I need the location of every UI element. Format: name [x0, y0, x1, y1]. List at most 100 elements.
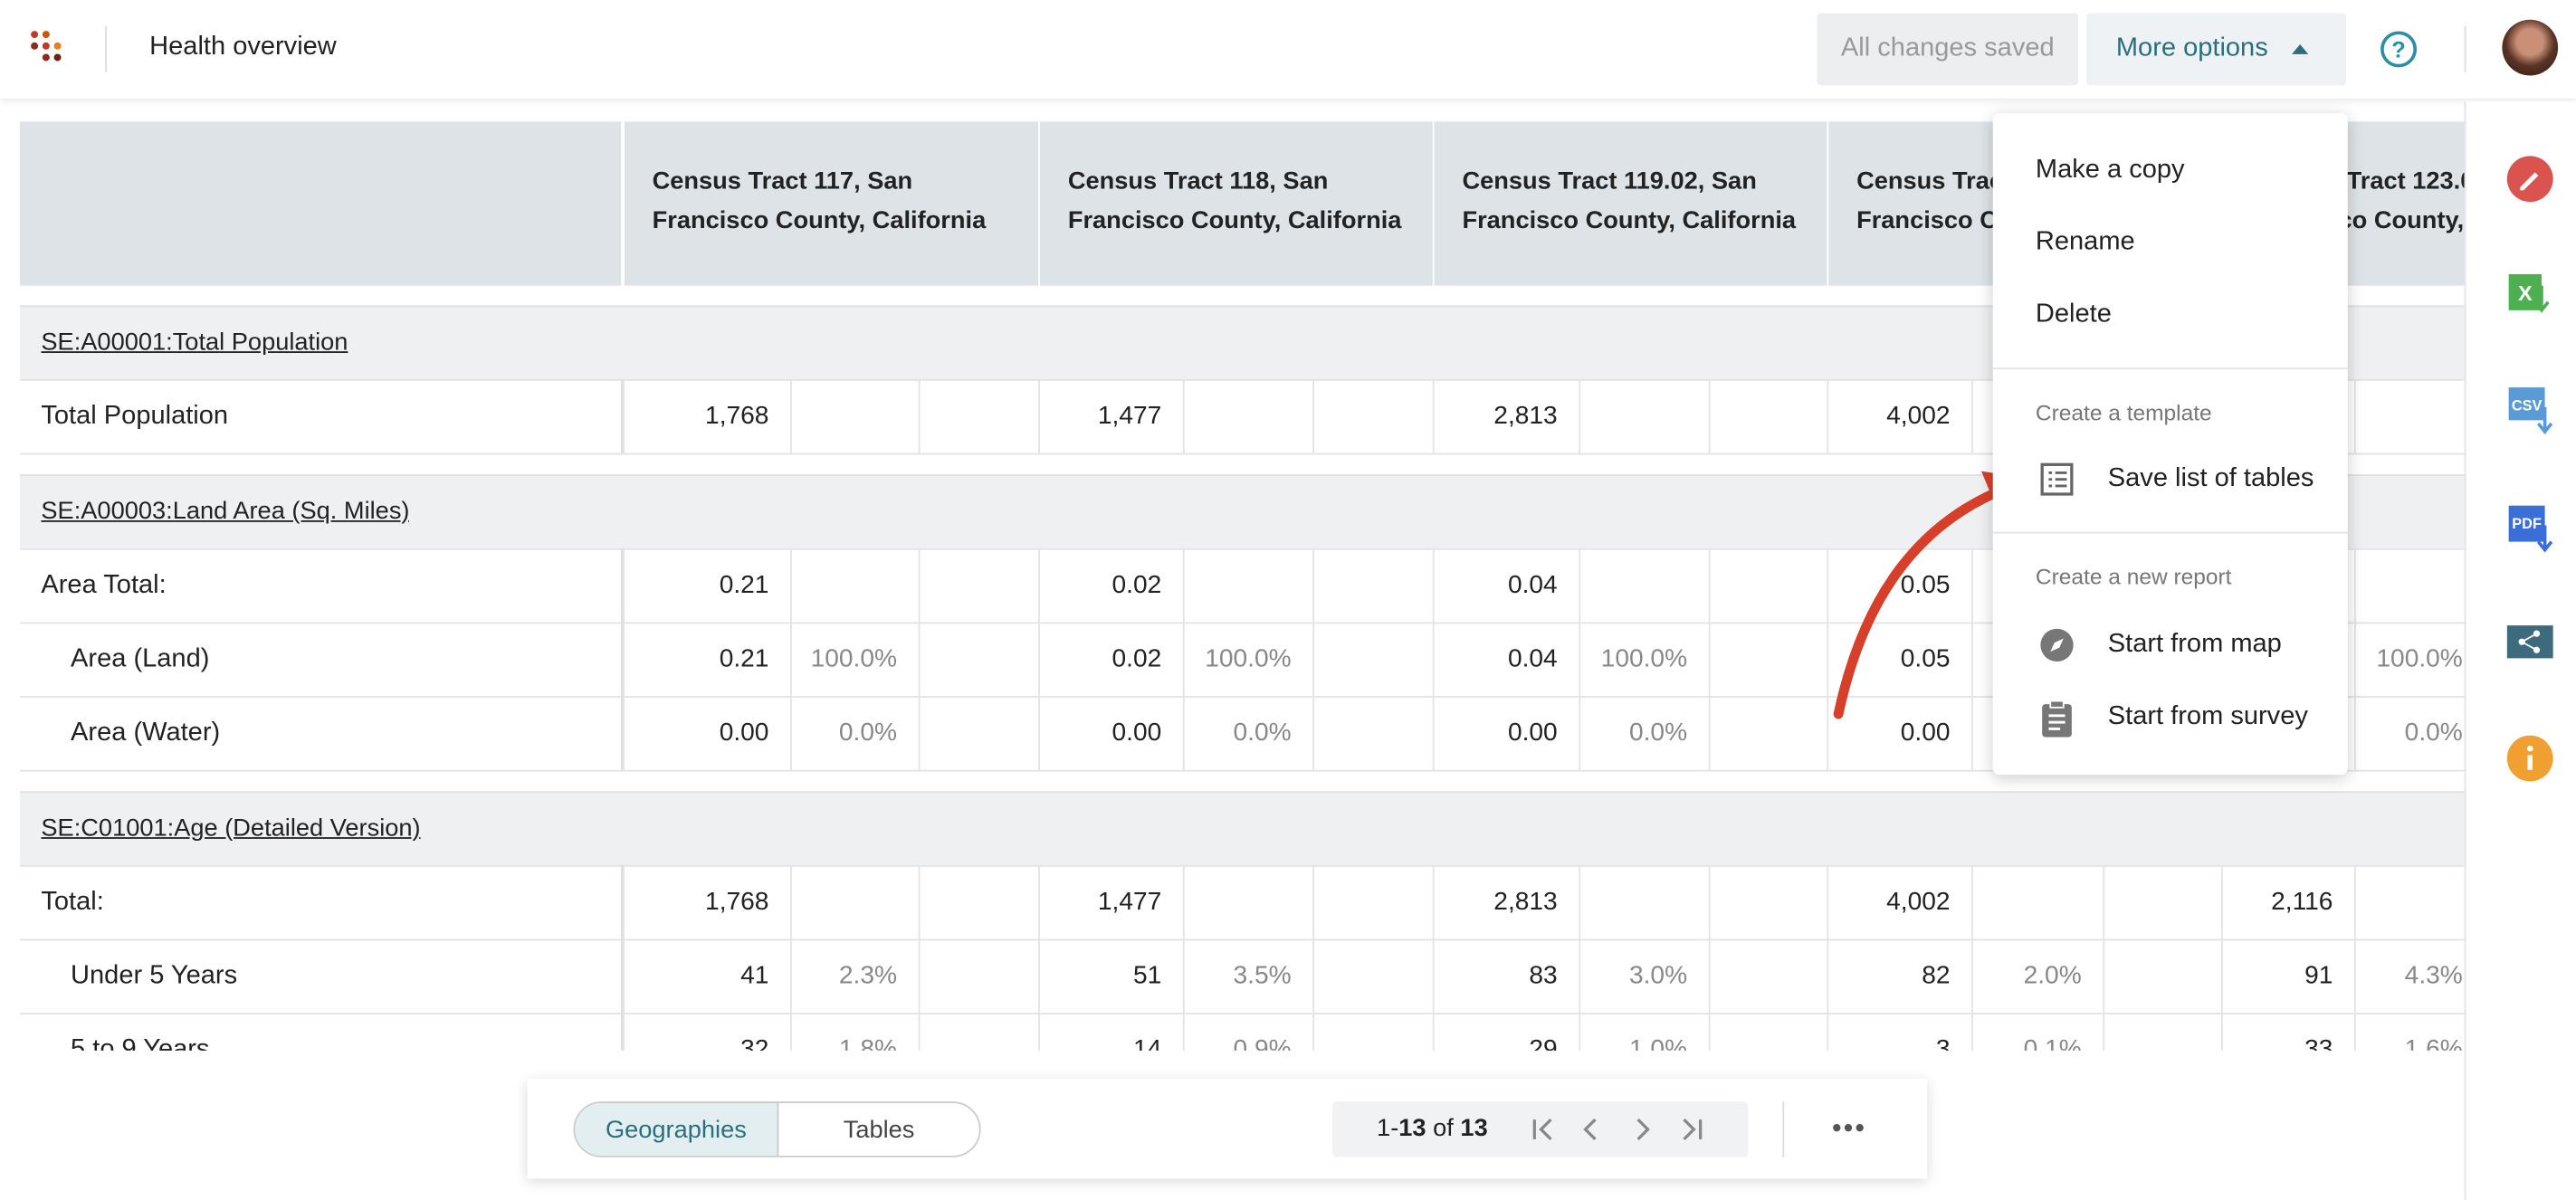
menu-heading: Create a template — [2035, 400, 2212, 425]
svg-text:X: X — [2518, 281, 2533, 305]
divider — [1182, 1013, 1185, 1051]
footer-bar: Geographies Tables 1-13 of 13 — [527, 1078, 1928, 1179]
menu-item[interactable]: Make a copy — [2035, 156, 2185, 185]
caret-up — [2291, 43, 2308, 54]
cell-value: 0.05 — [1900, 570, 1951, 599]
cell-value: 4,002 — [1886, 887, 1951, 916]
pdf-icon[interactable]: PDF — [2505, 502, 2558, 555]
edit-icon[interactable] — [2505, 155, 2554, 204]
divider — [1827, 622, 1829, 697]
clipboard-icon — [2042, 700, 2072, 738]
row-label: Area (Land) — [71, 643, 210, 672]
section-title: SE:C01001:Age (Detailed Version) — [41, 814, 421, 843]
divider — [1432, 696, 1435, 770]
divider — [1312, 938, 1315, 1014]
cell-percent: 0.0% — [2404, 718, 2463, 747]
page-range: 1-13 of 13 — [1377, 1115, 1488, 1143]
divider — [1312, 864, 1315, 939]
divider — [918, 548, 921, 623]
svg-text:?: ? — [2391, 37, 2406, 62]
divider — [1827, 1013, 1829, 1051]
tab-active[interactable]: Geographies — [575, 1102, 779, 1156]
cell-percent: 1.6% — [2404, 1034, 2463, 1051]
divider — [1432, 379, 1435, 453]
divider — [1038, 1013, 1040, 1051]
cell-percent: 100.0% — [1205, 643, 1292, 672]
divider — [1971, 696, 1973, 770]
row-label: Under 5 Years — [71, 961, 238, 989]
divider — [1827, 696, 1829, 770]
divider — [1579, 864, 1581, 939]
divider — [1432, 938, 1435, 1014]
divider — [1708, 1013, 1711, 1051]
divider — [1971, 379, 1973, 453]
divider — [1827, 121, 1829, 286]
divider — [621, 548, 625, 623]
divider — [1432, 864, 1435, 939]
cell-percent: 100.0% — [1600, 643, 1688, 672]
cell-value: 32 — [740, 1034, 769, 1051]
more-button[interactable] — [1832, 1121, 1865, 1135]
cell-value: 1,768 — [705, 887, 769, 916]
divider — [790, 938, 792, 1014]
pagination: 1-13 of 13 — [1332, 1101, 1749, 1157]
divider — [918, 938, 921, 1014]
dropdown-menu: Make a copy Rename Delete Create a templ… — [1992, 113, 2348, 776]
cell-value: 0.00 — [1507, 718, 1558, 747]
row-label: 5 to 9 Years — [71, 1034, 210, 1051]
help-button[interactable]: ? — [2379, 30, 2419, 70]
cell-value: 29 — [1529, 1034, 1558, 1051]
cell-value: 0.21 — [719, 643, 769, 672]
column-header: Census Tract 119.02, San Francisco Count… — [1462, 167, 1797, 235]
menu-item[interactable]: Start from map — [2107, 630, 2282, 659]
divider — [1708, 938, 1711, 1014]
cell-percent: 0.1% — [2023, 1034, 2082, 1051]
divider — [790, 548, 792, 623]
divider — [621, 864, 625, 939]
info-icon[interactable] — [2505, 734, 2554, 783]
menu-item[interactable]: Rename — [2035, 228, 2135, 256]
divider — [1708, 864, 1711, 939]
divider — [1579, 622, 1581, 697]
divider — [918, 622, 921, 697]
cell-value: 2,813 — [1493, 401, 1558, 430]
divider — [2221, 864, 2223, 939]
menu-item[interactable]: Start from survey — [2107, 702, 2308, 731]
range-end: 13 — [1398, 1114, 1426, 1143]
csv-icon[interactable]: CSV — [2505, 384, 2558, 436]
excel-icon[interactable]: X — [2505, 269, 2558, 318]
divider — [621, 1013, 625, 1051]
share-icon[interactable] — [2505, 624, 2554, 663]
tab[interactable]: Tables — [843, 1115, 915, 1144]
divider — [1827, 548, 1829, 623]
range-start: 1- — [1377, 1114, 1399, 1143]
divider — [2354, 548, 2356, 623]
row-label: Area (Water) — [71, 718, 221, 747]
more-options-button[interactable]: More options — [2086, 13, 2346, 86]
divider — [1182, 379, 1185, 453]
divider — [918, 696, 921, 770]
divider — [1038, 696, 1040, 770]
cell-value: 0.04 — [1507, 643, 1558, 672]
column-header: Census Tract 118, San Francisco County, … — [1067, 167, 1402, 235]
divider — [1827, 938, 1829, 1014]
cell-value: 2,116 — [2271, 887, 2333, 916]
page-nav[interactable] — [1530, 1115, 1727, 1145]
divider — [918, 1013, 921, 1051]
section-row — [19, 791, 2465, 865]
divider — [1708, 622, 1711, 697]
divider — [1038, 121, 1040, 286]
divider — [2354, 1013, 2356, 1051]
divider — [622, 938, 625, 1014]
cell-value: 4,002 — [1886, 401, 1951, 430]
user-avatar[interactable] — [2502, 19, 2559, 76]
divider — [622, 1013, 625, 1051]
divider — [1579, 548, 1581, 623]
menu-item[interactable]: Save list of tables — [2107, 464, 2314, 493]
divider — [1708, 696, 1711, 770]
divider — [1182, 864, 1185, 939]
divider — [2354, 622, 2356, 697]
more-options-label: More options — [2115, 34, 2268, 62]
menu-item[interactable]: Delete — [2035, 300, 2112, 329]
